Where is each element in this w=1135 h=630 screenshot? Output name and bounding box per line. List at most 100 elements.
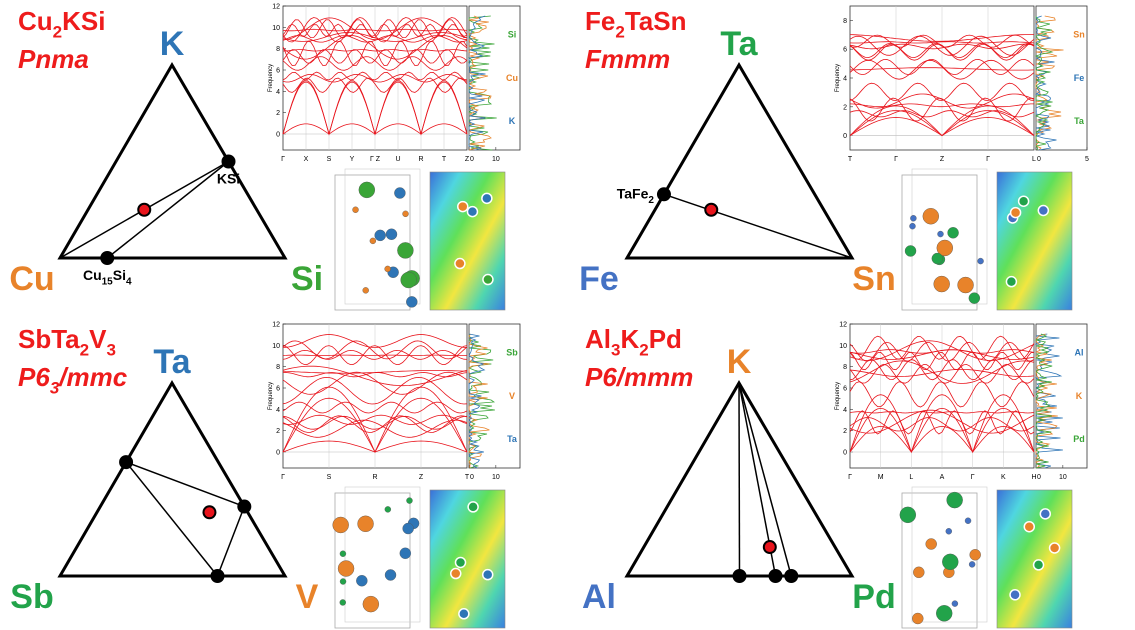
formula: Al3K2Pd: [585, 324, 682, 360]
y-axis-label: Frequency: [268, 382, 274, 410]
formula-part: V: [89, 324, 107, 354]
band-curve: [849, 351, 1035, 371]
kpoint-label: T: [465, 474, 470, 481]
formula-part: 2: [639, 341, 648, 360]
tie-line: [106, 160, 229, 259]
band-curve: [849, 97, 1035, 122]
point-label-part: Cu: [83, 267, 102, 283]
dos-label: Ta: [1074, 116, 1085, 126]
tie-line: [738, 382, 741, 577]
band-curve: [849, 335, 1035, 360]
band-curve: [849, 43, 1035, 61]
y-tick-label: 6: [276, 68, 280, 75]
y-tick-label: 4: [843, 407, 847, 414]
kpoint-label: Γ Z: [370, 156, 381, 163]
charge-density: [429, 489, 506, 629]
band-curve: [282, 419, 468, 438]
phase-point: [202, 505, 217, 520]
band-curve: [282, 415, 468, 433]
kpoint-label: Γ: [894, 156, 898, 163]
y-tick-label: 0: [843, 133, 847, 140]
atom: [969, 549, 981, 561]
atom: [362, 287, 369, 294]
band-curve: [849, 103, 1034, 108]
atom: [942, 553, 959, 571]
atom: [968, 292, 981, 304]
atom: [909, 222, 916, 230]
atom: [968, 561, 976, 568]
vertex-label: Sn: [852, 260, 895, 298]
dos-label: Cu: [506, 73, 518, 83]
band-curve: [282, 334, 468, 348]
band-curve: [849, 409, 1035, 434]
formula-part: Pd: [649, 324, 682, 354]
band-curves: [849, 335, 1035, 454]
point-label-part: TaFe: [617, 185, 649, 201]
density-atom: [1017, 195, 1030, 207]
atom: [977, 257, 984, 265]
formula-part: KSi: [62, 6, 105, 36]
atom: [384, 506, 392, 513]
kpoint-label: Γ: [971, 474, 975, 481]
band-curve: [282, 80, 468, 136]
band-curve: [282, 376, 468, 405]
formula-part: Fe: [585, 6, 615, 36]
band-curve: [282, 49, 468, 64]
dos-label: Fe: [1074, 73, 1085, 83]
kpoint-label: X: [304, 156, 309, 163]
atom: [946, 491, 963, 509]
dos-label: Pd: [1073, 434, 1085, 444]
band-curve: [850, 67, 1035, 71]
dos-label: Al: [1075, 348, 1084, 358]
space-group-part: Pnma: [18, 44, 89, 74]
dos-curve: [468, 15, 486, 151]
band-curve: [282, 23, 468, 37]
phase-point: [221, 154, 236, 169]
band-curve: [282, 371, 468, 395]
band-curve: [282, 34, 468, 60]
atom: [400, 271, 417, 289]
point-label-part: 4: [126, 277, 132, 288]
formula-part: SbTa: [18, 324, 80, 354]
unit-cell: [334, 174, 411, 311]
charge-density: [996, 171, 1073, 311]
band-curves: [282, 334, 468, 453]
band-curve: [283, 49, 468, 52]
point-label-part: Si: [113, 267, 126, 283]
density-atom: [1009, 206, 1022, 219]
density-atom: [481, 568, 494, 581]
formula-part: Al: [585, 324, 611, 354]
point-label-part: KSi: [217, 171, 240, 187]
kpoint-label: A: [940, 474, 945, 481]
atom: [922, 208, 940, 225]
phase-point: [704, 202, 719, 217]
dos-curve: [1035, 333, 1058, 469]
band-curve: [849, 407, 1035, 453]
density-atom: [482, 273, 494, 286]
y-tick-label: 10: [272, 25, 280, 32]
y-tick-label: 2: [843, 104, 847, 111]
kpoint-label: S: [327, 156, 332, 163]
vertex-label: K: [160, 25, 185, 63]
vertex-label: Cu: [9, 260, 54, 298]
band-curve: [282, 415, 468, 430]
atom: [899, 506, 917, 524]
kpoint-label: U: [395, 156, 400, 163]
band-curve: [282, 401, 468, 414]
space-group: P6/mmm: [585, 362, 693, 392]
y-tick-label: 8: [276, 46, 280, 53]
space-group-part: P6: [18, 362, 50, 392]
phase-point: [784, 569, 799, 583]
point-label: TaFe2: [617, 185, 655, 206]
band-curve: [849, 58, 1035, 76]
band-curve: [849, 359, 1035, 381]
band-curve: [282, 354, 468, 356]
dos-curve: [1035, 15, 1064, 151]
kpoint-label: Z: [419, 474, 424, 481]
atom: [374, 229, 386, 242]
y-tick-label: 2: [276, 428, 280, 435]
band-curve: [282, 71, 468, 81]
vertex-label: Al: [582, 578, 616, 616]
atom: [406, 296, 418, 308]
density-atom: [481, 192, 493, 205]
